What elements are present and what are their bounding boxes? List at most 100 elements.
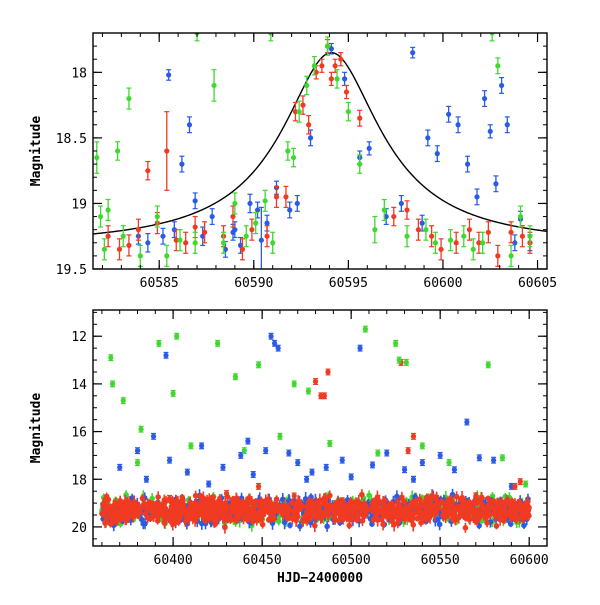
- baseline-point: [399, 512, 406, 519]
- baseline-point: [124, 512, 130, 519]
- bottom-data-point: [473, 493, 479, 499]
- baseline-point: [394, 493, 400, 500]
- baseline-point: [322, 494, 329, 501]
- top-data-point: [461, 233, 467, 239]
- baseline-point: [509, 498, 515, 505]
- top-y-tick-label: 19.5: [56, 263, 87, 278]
- baseline-point: [502, 512, 509, 518]
- top-data-point: [173, 237, 179, 243]
- top-data-point: [285, 148, 291, 154]
- baseline-point: [318, 515, 324, 521]
- baseline-point: [409, 511, 415, 517]
- bottom-data-point: [348, 474, 354, 480]
- baseline-point: [186, 515, 193, 522]
- baseline-point: [187, 499, 194, 506]
- top-data-point: [343, 89, 350, 95]
- bottom-data-point: [403, 359, 409, 366]
- bottom-data-point: [166, 495, 173, 501]
- bottom-points-layer: [108, 325, 529, 505]
- baseline-point: [313, 509, 320, 516]
- top-data-point: [290, 154, 297, 161]
- baseline-point: [263, 503, 269, 510]
- baseline-point: [123, 517, 129, 524]
- top-data-point: [230, 213, 236, 220]
- bottom-data-point: [405, 448, 411, 454]
- top-data-point: [232, 200, 238, 207]
- baseline-point: [403, 505, 409, 511]
- bottom-data-point: [304, 476, 310, 482]
- top-data-point: [239, 246, 246, 252]
- baseline-point: [222, 524, 228, 531]
- top-data-point: [495, 253, 501, 259]
- baseline-point: [216, 509, 222, 515]
- baseline-point: [521, 522, 527, 529]
- baseline-point: [466, 499, 472, 505]
- bottom-data-point: [419, 443, 425, 449]
- top-data-point: [495, 63, 501, 69]
- baseline-point: [300, 518, 306, 524]
- baseline-point: [433, 494, 440, 500]
- baseline-point: [464, 514, 471, 521]
- top-data-point: [372, 227, 378, 233]
- top-data-point: [470, 246, 476, 252]
- baseline-point: [305, 510, 312, 516]
- baseline-point: [464, 507, 470, 514]
- bottom-data-point: [437, 452, 443, 459]
- top-data-point: [116, 246, 123, 252]
- baseline-point: [420, 515, 426, 522]
- top-data-point: [328, 76, 334, 82]
- baseline-point: [159, 510, 166, 517]
- bottom-data-point: [184, 469, 190, 475]
- bottom-data-point: [419, 459, 425, 466]
- bottom-y-tick-label: 18: [71, 473, 87, 488]
- top-data-point: [192, 198, 198, 204]
- bottom-data-point: [150, 433, 157, 439]
- baseline-point: [271, 502, 277, 509]
- top-data-point: [432, 240, 438, 246]
- baseline-point: [344, 509, 351, 515]
- baseline-point: [161, 519, 168, 525]
- baseline-point: [159, 504, 165, 510]
- bottom-baseline-layer: [99, 488, 532, 534]
- bottom-data-point: [108, 355, 114, 361]
- bottom-data-point: [375, 450, 381, 456]
- top-data-point: [357, 161, 363, 167]
- top-data-point: [476, 240, 482, 246]
- baseline-point: [122, 499, 128, 505]
- baseline-point: [179, 494, 185, 500]
- baseline-point: [155, 513, 162, 520]
- baseline-point: [399, 494, 405, 501]
- baseline-point: [517, 514, 523, 521]
- top-data-point: [345, 109, 351, 115]
- top-data-point: [230, 229, 236, 235]
- bottom-data-point: [238, 452, 244, 459]
- bottom-data-point: [223, 490, 230, 497]
- baseline-point: [482, 513, 489, 520]
- baseline-point: [497, 516, 503, 523]
- baseline-point: [192, 492, 199, 499]
- top-data-point: [154, 213, 160, 220]
- baseline-point: [453, 493, 460, 500]
- baseline-point: [116, 501, 123, 508]
- bottom-x-tick-label: 60600: [510, 553, 549, 568]
- bottom-data-point: [291, 493, 297, 499]
- top-data-point: [264, 233, 270, 239]
- baseline-point: [190, 511, 197, 517]
- top-data-point: [300, 102, 306, 108]
- top-data-point: [120, 233, 126, 239]
- baseline-point: [355, 513, 361, 520]
- baseline-point: [246, 495, 252, 501]
- bottom-data-point: [241, 448, 247, 454]
- top-x-tick-label: 60595: [329, 276, 368, 291]
- bottom-data-point: [309, 469, 315, 475]
- baseline-point: [407, 502, 414, 508]
- baseline-point: [393, 512, 400, 519]
- bottom-data-point: [215, 340, 221, 346]
- bottom-data-point: [275, 345, 281, 351]
- baseline-point: [259, 521, 266, 528]
- top-data-point: [307, 135, 314, 141]
- top-data-point: [381, 207, 387, 213]
- baseline-point: [372, 504, 378, 511]
- baseline-point: [389, 501, 396, 508]
